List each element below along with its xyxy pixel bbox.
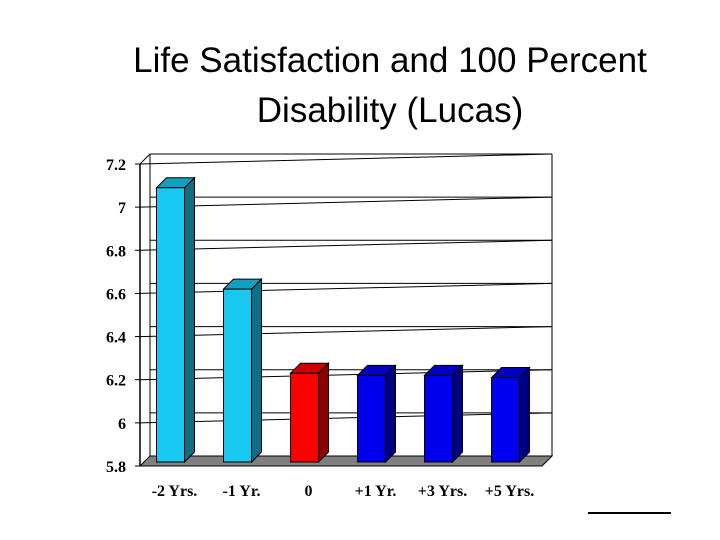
y-tick-label: 7.2 [106, 157, 126, 174]
bar-front [290, 372, 319, 463]
bar [356, 364, 397, 464]
gridline-diagonal [139, 282, 553, 294]
bar-side [184, 176, 195, 464]
gridline-diagonal [139, 369, 553, 381]
y-tick-label: 6.4 [106, 330, 126, 347]
y-tick-label: 6.2 [106, 373, 126, 390]
bar [155, 176, 196, 464]
gridline-diagonal [139, 196, 553, 208]
bar-side [519, 366, 530, 464]
bar-front [156, 187, 185, 463]
axis-corner [139, 153, 151, 165]
x-tick-label: -1 Yr. [223, 483, 261, 500]
bar-front [357, 374, 386, 463]
chart-title: Life Satisfaction and 100 Percent Disabi… [133, 41, 647, 130]
y-tick-label: 5.8 [106, 459, 126, 476]
bar-side [251, 277, 262, 464]
bar-side [385, 364, 396, 464]
x-tick-labels: -2 Yrs. -1 Yr. 0 +1 Yr. +3 Yrs. +5 Yrs. [152, 483, 535, 500]
x-tick-label: +5 Yrs. [485, 483, 534, 500]
y-tick-label: 6.6 [106, 286, 126, 303]
y-tick-labels: 5.8 6 6.2 6.4 6.6 6.8 7 7.2 [106, 157, 126, 476]
chart-floor [138, 455, 554, 467]
x-tick-label: -2 Yrs. [152, 483, 198, 500]
y-tick-label: 7 [118, 200, 126, 217]
gridline-diagonal [139, 153, 553, 165]
bar [423, 364, 464, 464]
gridline-diagonal [139, 239, 553, 251]
gridlines [139, 153, 553, 467]
bar [289, 362, 330, 464]
gridline-diagonal [139, 326, 553, 338]
gridline-diagonal [139, 412, 553, 424]
bars [155, 176, 531, 464]
x-tick-label: +3 Yrs. [418, 483, 467, 500]
bar [222, 277, 263, 464]
floor-plane [138, 455, 554, 467]
x-tick-label: 0 [305, 483, 313, 500]
y-tick-label: 6.8 [106, 243, 126, 260]
bar-side [318, 362, 329, 464]
bar-front [424, 374, 453, 463]
axes [135, 153, 553, 467]
x-tick-label: +1 Yr. [355, 483, 397, 500]
bar-front [223, 288, 252, 463]
decorative-line [588, 512, 671, 514]
bar [490, 366, 531, 464]
bar-side [452, 364, 463, 464]
bar-front [491, 377, 520, 463]
y-tick-label: 6 [118, 416, 126, 433]
